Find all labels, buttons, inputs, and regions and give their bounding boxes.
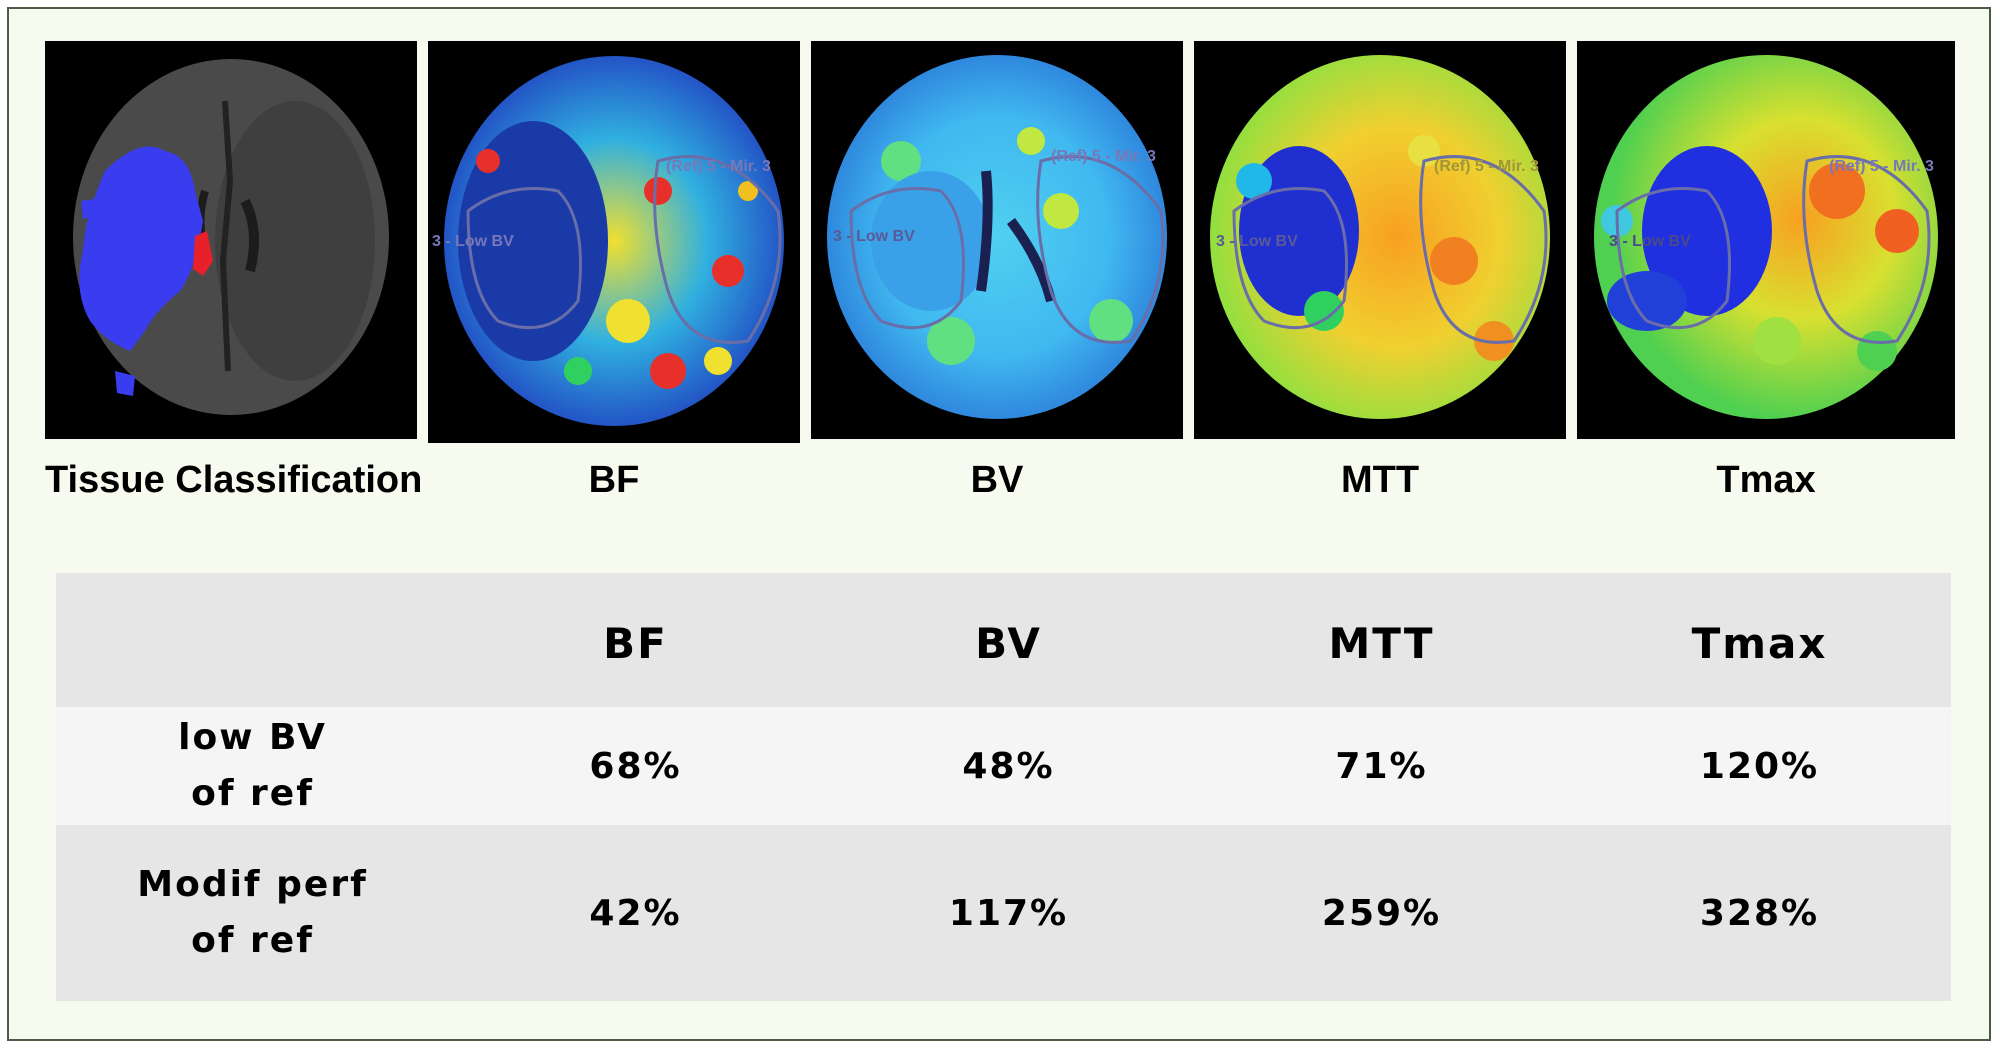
bf-map-image: (Ref) 5 - Mir. 3 3 - Low BV	[428, 41, 800, 443]
table-row: Modif perf of ref 42% 117% 259% 328%	[56, 825, 1951, 1001]
table-cell: 117%	[948, 892, 1069, 934]
bv-overlay-lowbv-label: 3 - Low BV	[833, 228, 915, 245]
bf-overlay-lowbv-label: 3 - Low BV	[432, 233, 514, 250]
table-cell: 42%	[589, 892, 682, 934]
table-cell: 68%	[589, 745, 682, 787]
row-label-line: low BV	[178, 717, 327, 758]
table-cell: 259%	[1321, 892, 1442, 934]
scan-mtt: (Ref) 5 - Mir. 3 3 - Low BV	[1194, 41, 1566, 439]
tmax-map-image: (Ref) 5 - Mir. 3 3 - Low BV	[1577, 41, 1955, 439]
row-label-line: Modif perf	[137, 864, 368, 905]
table-header-cell	[56, 573, 449, 707]
scan-bv: (Ref) 5 - Mir. 3 3 - Low BV	[811, 41, 1183, 439]
tmax-overlay-ref-label: (Ref) 5 - Mir. 3	[1829, 158, 1934, 175]
bv-overlay-ref-label: (Ref) 5 - Mir. 3	[1051, 148, 1156, 165]
bf-overlay-ref-label: (Ref) 5 - Mir. 3	[666, 158, 771, 175]
table-header-cell: BF	[603, 618, 668, 668]
table-cell: 48%	[962, 745, 1055, 787]
tmax-overlay-lowbv-label: 3 - Low BV	[1609, 233, 1691, 250]
scan-bf: (Ref) 5 - Mir. 3 3 - Low BV	[428, 41, 800, 443]
perfusion-table: BF BV MTT Tmax low BV of ref 68% 48% 71%…	[56, 573, 1951, 1001]
table-header-cell: BV	[975, 618, 1042, 668]
table-row-label: Modif perf of ref	[56, 825, 449, 1001]
table-header-cell: Tmax	[1691, 618, 1828, 668]
scan-caption-bv: BV	[970, 459, 1024, 501]
bv-map-image: (Ref) 5 - Mir. 3 3 - Low BV	[811, 41, 1183, 439]
mtt-overlay-lowbv-label: 3 - Low BV	[1216, 233, 1298, 250]
scan-tmax: (Ref) 5 - Mir. 3 3 - Low BV	[1577, 41, 1955, 439]
table-header-cell: MTT	[1328, 618, 1435, 668]
row-label-line: of ref	[191, 773, 314, 814]
table-cell: 328%	[1699, 892, 1820, 934]
table-row: low BV of ref 68% 48% 71% 120%	[56, 707, 1951, 825]
scan-caption-bf: BF	[588, 459, 640, 501]
table-cell: 71%	[1335, 745, 1428, 787]
tissue-classification-image	[45, 41, 417, 439]
table-cell: 120%	[1699, 745, 1820, 787]
figure-frame: Tissue Classification (Ref	[7, 7, 1991, 1041]
scan-caption-tmax: Tmax	[1716, 459, 1816, 501]
scan-caption-mtt: MTT	[1340, 459, 1420, 501]
mtt-overlay-ref-label: (Ref) 5 - Mir. 3	[1434, 158, 1539, 175]
table-header-row: BF BV MTT Tmax	[56, 573, 1951, 707]
scan-tissue-classification	[45, 41, 417, 439]
row-label-line: of ref	[191, 920, 314, 961]
mtt-map-image: (Ref) 5 - Mir. 3 3 - Low BV	[1194, 41, 1566, 439]
table-row-label: low BV of ref	[56, 707, 449, 825]
scan-caption-tissue-classification: Tissue Classification	[45, 459, 423, 501]
